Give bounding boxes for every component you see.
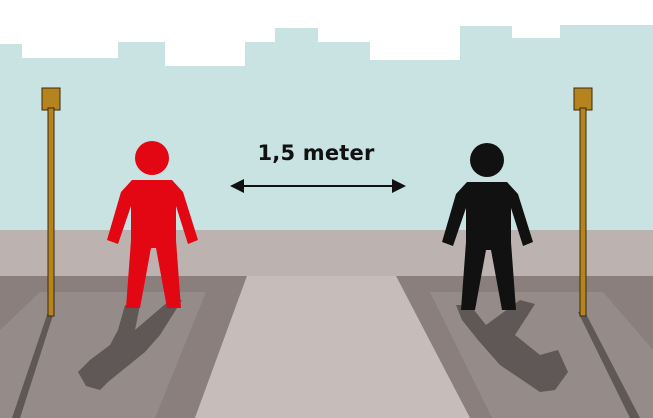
right-person <box>442 143 533 310</box>
left-person <box>107 141 198 308</box>
left-pole <box>47 107 55 317</box>
left-figure-shadow <box>78 300 182 390</box>
right-pole-shadow <box>578 312 640 418</box>
skyline <box>0 0 653 66</box>
right-figure-shadow <box>456 300 568 392</box>
right-pole-sign <box>573 87 593 111</box>
left-pole-sign <box>41 87 61 111</box>
right-pole <box>579 107 587 317</box>
center-walkway <box>195 276 470 418</box>
distance-arrow <box>230 179 406 193</box>
distance-label: 1,5 meter <box>257 141 375 165</box>
left-pole-shadow <box>12 312 54 418</box>
